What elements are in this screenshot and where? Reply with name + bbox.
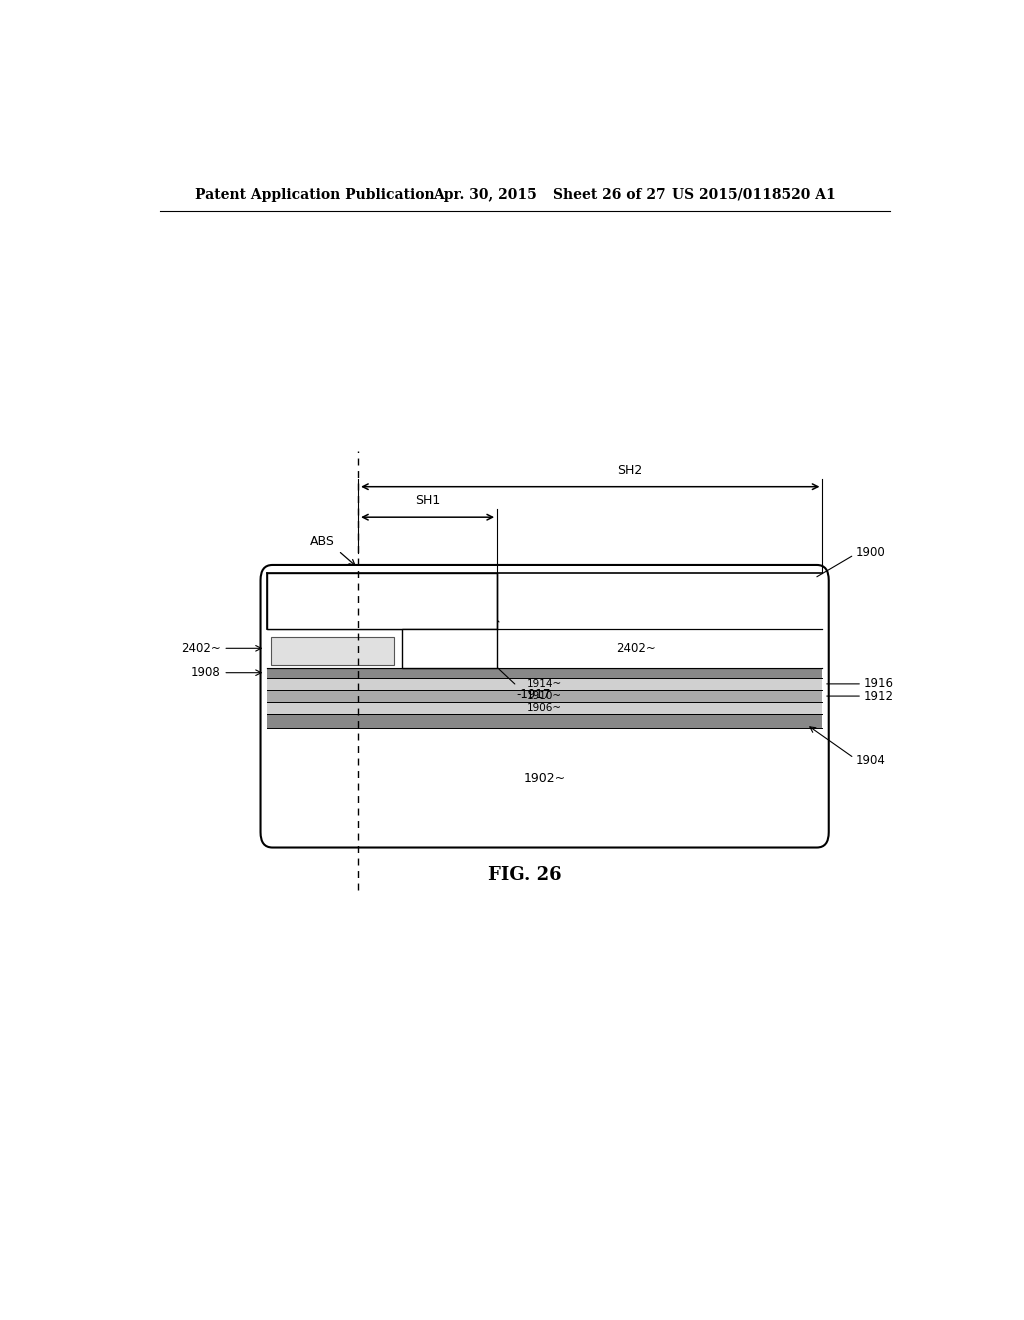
Text: FIG. 26: FIG. 26 [488,866,561,884]
Bar [267,677,822,690]
Text: SH2: SH2 [617,463,643,477]
Text: 1916: 1916 [863,677,894,690]
Text: 1920: 1920 [461,586,490,598]
Bar [267,630,822,668]
Text: 1908: 1908 [191,667,221,680]
Text: 2402~: 2402~ [181,642,221,655]
Bar [267,714,822,727]
Bar [267,702,822,714]
Bar [267,668,822,677]
Text: 1906~: 1906~ [527,704,562,713]
Text: 2402~: 2402~ [616,642,655,655]
Bar [267,690,822,702]
Text: 1902~: 1902~ [523,772,565,785]
Text: US 2015/0118520 A1: US 2015/0118520 A1 [672,187,836,202]
Bar [270,636,394,664]
FancyBboxPatch shape [260,565,828,847]
Bar [267,573,822,630]
Bar [401,630,497,668]
Text: 1900: 1900 [856,546,886,560]
Text: Apr. 30, 2015: Apr. 30, 2015 [433,187,538,202]
Text: 1910~: 1910~ [527,692,562,701]
Text: 1914~: 1914~ [527,678,562,689]
Text: Patent Application Publication: Patent Application Publication [196,187,435,202]
Text: Sheet 26 of 27: Sheet 26 of 27 [553,187,666,202]
Text: -1917: -1917 [517,688,551,701]
Text: ABS: ABS [309,535,334,548]
Bar [267,573,497,630]
Text: SH1: SH1 [415,494,440,507]
Text: 1918 ~: 1918 ~ [421,643,462,653]
Text: 1904: 1904 [856,754,886,767]
Text: 1912: 1912 [863,689,894,702]
